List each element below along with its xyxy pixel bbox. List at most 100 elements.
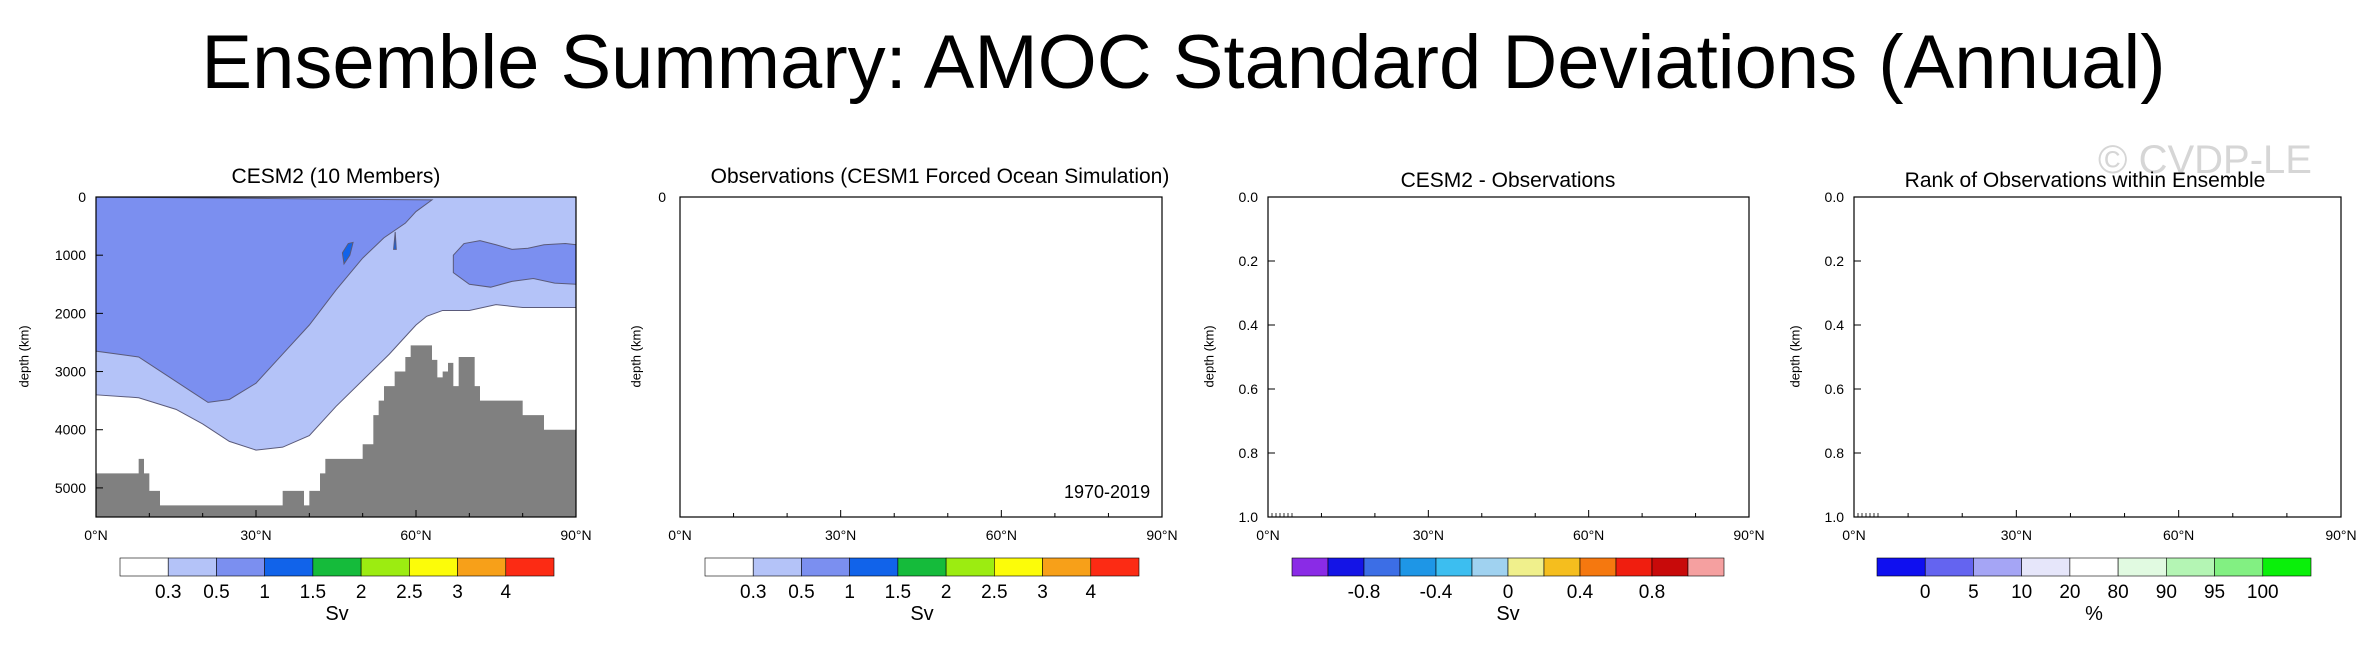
panel1-colorbar-label: 0.5 (203, 582, 229, 603)
panel1-colorbar-label: 3 (452, 582, 463, 603)
panel3-colorbar-box (1507, 557, 1545, 577)
panel3-colorbar-label: -0.4 (1420, 582, 1453, 603)
panel3-y-tick-label: 0.0 (1239, 189, 1259, 205)
panel1-contour-1-small (393, 231, 397, 250)
panel1-y-tick-label: 1000 (55, 247, 86, 263)
panel2-colorbar-label: 1.5 (885, 582, 911, 603)
panel1-colorbar-box (119, 557, 169, 577)
panel3-colorbar-label: 0 (1503, 582, 1514, 603)
panel1-y-tick-label: 3000 (55, 364, 86, 380)
panel2-period-label: 1970-2019 (1064, 482, 1151, 502)
panel2-colorbar-box (1090, 557, 1140, 577)
panel3-colorbar-box (1543, 557, 1581, 577)
panel4-y-tick-label: 1.0 (1825, 509, 1845, 525)
panel4-frame (1853, 196, 2342, 518)
panel1-plot-area (95, 196, 577, 517)
panel1-colorbar-units: Sv (325, 603, 348, 625)
panel1-x-tick-label: 0°N (84, 527, 108, 543)
panel4-x-tick-label: 60°N (2163, 527, 2194, 543)
panel2-colorbar-label: 2 (941, 582, 952, 603)
panel3-colorbar-label: 0.8 (1639, 582, 1665, 603)
panel2-colorbar-label: 1 (844, 582, 855, 603)
panel3-colorbar-box (1651, 557, 1689, 577)
panel2-colorbar-label: 2.5 (981, 582, 1007, 603)
panel3-x-tick-label: 90°N (1733, 527, 1764, 543)
panel3-x-tick-label: 60°N (1573, 527, 1604, 543)
panel4-colorbar-units: % (2085, 603, 2103, 625)
panel3-colorbar-box (1687, 557, 1725, 577)
panel1-y-tick-label: 0 (78, 189, 86, 205)
panel2-colorbar-box (704, 557, 754, 577)
panel2-x-tick-label: 90°N (1146, 527, 1177, 543)
panel1-colorbar-label: 0.3 (155, 582, 181, 603)
panel1-colorbar-box (505, 557, 555, 577)
panel4-x-tick-label: 30°N (2001, 527, 2032, 543)
panel3-x-tick-label: 30°N (1413, 527, 1444, 543)
panel1-colorbar-label: 2.5 (396, 582, 422, 603)
panel2-x-tick-label: 30°N (825, 527, 856, 543)
panel2-frame (679, 196, 1163, 518)
panel4-colorbar-label: 10 (2011, 582, 2032, 603)
panel4-colorbar-box (2117, 557, 2167, 577)
panel4-colorbar-label: 80 (2108, 582, 2129, 603)
panel3-y-tick-label: 0.4 (1239, 317, 1259, 333)
panel2-x-tick-label: 0°N (668, 527, 692, 543)
panel4-title: Rank of Observations within Ensemble (1904, 169, 2266, 192)
panel1-title: CESM2 (10 Members) (231, 165, 441, 188)
panel4-colorbar-label: 5 (1968, 582, 1979, 603)
panel4-y-tick-label: 0.0 (1825, 189, 1845, 205)
panel3-colorbar-label: 0.4 (1567, 582, 1594, 603)
panel3-colorbar-units: Sv (1496, 603, 1519, 625)
page-title: Ensemble Summary: AMOC Standard Deviatio… (201, 20, 2166, 105)
panel3-colorbar-box (1435, 557, 1473, 577)
panel1-x-tick-label: 90°N (560, 527, 591, 543)
panel2-y-tick-label: 0 (658, 189, 666, 205)
panel1-frame (95, 196, 577, 518)
panel4-colorbar-label: 100 (2247, 582, 2279, 603)
panel3-colorbar-box (1291, 557, 1329, 577)
panel3-y-tick-label: 0.6 (1239, 381, 1259, 397)
panel1-colorbar-box (457, 557, 507, 577)
panel4-y-tick-label: 0.8 (1825, 445, 1845, 461)
panel4-x-tick-label: 90°N (2325, 527, 2356, 543)
panel4-y-tick-label: 0.4 (1825, 317, 1845, 333)
panel4-colorbar-box (1924, 557, 1974, 577)
panel4-x-tick-label: 0°N (1842, 527, 1866, 543)
panel3-colorbar-box (1579, 557, 1617, 577)
panel1-y-tick-label: 2000 (55, 305, 86, 321)
panel1-colorbar-label: 1 (259, 582, 270, 603)
panel3-frame (1267, 196, 1750, 518)
panel1-x-tick-label: 30°N (240, 527, 271, 543)
panel2-colorbar-box (945, 557, 995, 577)
panel1-y-tick-label: 4000 (55, 422, 86, 438)
panel3-x-tick-label: 0°N (1256, 527, 1280, 543)
panel4-colorbar-label: 90 (2156, 582, 2177, 603)
panel2-colorbar-box (801, 557, 850, 577)
panel1-y-tick-label: 5000 (55, 480, 86, 496)
panel1-topography (96, 345, 576, 517)
panel2-x-tick-label: 60°N (986, 527, 1017, 543)
panel3-colorbar-box (1327, 557, 1365, 577)
panel2-colorbar-label: 4 (1085, 582, 1096, 603)
panel3-colorbar-box (1363, 557, 1401, 577)
panel1-colorbar-box (167, 557, 217, 577)
panel4-colorbar-box (2262, 557, 2312, 577)
panel2-colorbar-label: 0.3 (740, 582, 766, 603)
panel3-colorbar-label: -0.8 (1348, 582, 1381, 603)
panel1-colorbar-box (216, 557, 265, 577)
panel1-x-tick-label: 60°N (400, 527, 431, 543)
watermark-text: © CVDP-LE (2098, 138, 2312, 182)
panel1-colorbar-label: 2 (356, 582, 367, 603)
panel3-colorbar-box (1399, 557, 1437, 577)
panel1-contour-1 (341, 241, 354, 266)
panel1-colorbar-label: 4 (500, 582, 511, 603)
panel1-colorbar-box (312, 557, 362, 577)
panel4-colorbar-box (2214, 557, 2264, 577)
panel4-y-tick-label: 0.2 (1825, 253, 1845, 269)
panel4-colorbar-box (1973, 557, 2022, 577)
panel4-y-tick-label: 0.6 (1825, 381, 1845, 397)
panel4-colorbar-box (2166, 557, 2215, 577)
panel2-colorbar-label: 0.5 (788, 582, 814, 603)
panel3-colorbar-box (1615, 557, 1653, 577)
